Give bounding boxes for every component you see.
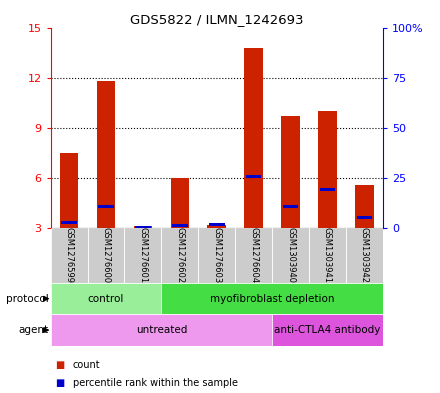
Bar (346, 228, 383, 283)
Bar (98, 205, 114, 208)
Bar (60, 153, 78, 228)
Text: untreated: untreated (136, 325, 187, 335)
Bar (319, 188, 335, 191)
Text: GSM1276599: GSM1276599 (65, 228, 73, 283)
Bar (161, 228, 198, 283)
Bar (282, 205, 298, 208)
Text: GSM1303940: GSM1303940 (286, 228, 295, 283)
Bar (318, 111, 337, 228)
Bar (309, 228, 346, 283)
Bar (355, 185, 374, 228)
Bar (208, 225, 226, 228)
Bar (125, 228, 161, 283)
Bar (198, 228, 235, 283)
Bar (51, 314, 272, 346)
Bar (51, 283, 161, 314)
Bar (172, 224, 187, 227)
Bar (244, 48, 263, 228)
Bar (61, 221, 77, 224)
Text: GSM1303941: GSM1303941 (323, 228, 332, 283)
Bar (209, 223, 224, 226)
Text: GSM1276600: GSM1276600 (102, 228, 110, 283)
Text: GSM1303942: GSM1303942 (360, 228, 369, 283)
Bar (235, 228, 272, 283)
Text: protocol: protocol (6, 294, 49, 304)
Text: GSM1276601: GSM1276601 (138, 228, 147, 283)
Bar (246, 174, 261, 178)
Bar (51, 228, 88, 283)
Bar (356, 217, 372, 219)
Text: myofibroblast depletion: myofibroblast depletion (210, 294, 334, 304)
Bar (97, 81, 115, 228)
Text: anti-CTLA4 antibody: anti-CTLA4 antibody (274, 325, 381, 335)
Text: ■: ■ (55, 360, 64, 371)
Text: GSM1276603: GSM1276603 (212, 227, 221, 284)
Title: GDS5822 / ILMN_1242693: GDS5822 / ILMN_1242693 (130, 13, 304, 26)
Bar (272, 228, 309, 283)
Bar (161, 283, 383, 314)
Bar (135, 226, 151, 229)
Text: GSM1276604: GSM1276604 (249, 228, 258, 283)
Text: agent: agent (18, 325, 49, 335)
Text: percentile rank within the sample: percentile rank within the sample (73, 378, 238, 388)
Bar (88, 228, 125, 283)
Bar (272, 314, 383, 346)
Text: count: count (73, 360, 100, 371)
Bar (134, 226, 152, 228)
Bar (171, 178, 189, 228)
Text: GSM1276602: GSM1276602 (175, 228, 184, 283)
Text: control: control (88, 294, 124, 304)
Bar (281, 116, 300, 228)
Text: ■: ■ (55, 378, 64, 388)
